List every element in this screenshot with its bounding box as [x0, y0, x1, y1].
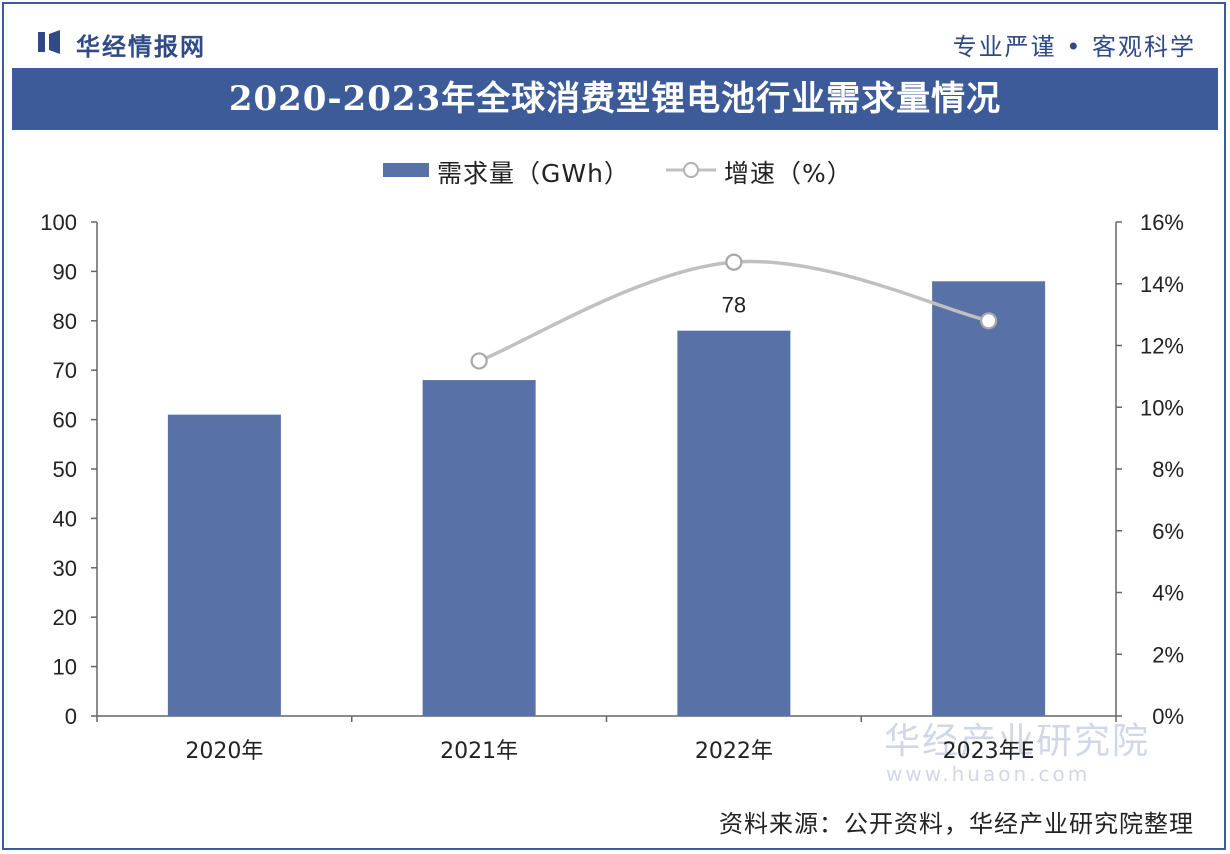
bar — [167, 414, 281, 716]
bar — [932, 281, 1046, 716]
bar — [677, 330, 791, 716]
growth-point — [725, 253, 743, 271]
legend-label-growth: 增速（%） — [724, 159, 853, 188]
watermark-url: www.huaon.com — [886, 762, 1091, 786]
left-tick-label: 100 — [40, 210, 77, 235]
bar — [422, 380, 536, 716]
slogan: 专业严谨 • 客观科学 — [952, 33, 1196, 61]
growth-point — [980, 312, 998, 330]
left-tick-label: 0 — [65, 704, 77, 729]
right-tick-label: 12% — [1140, 334, 1184, 359]
legend-bar-swatch — [383, 163, 429, 177]
left-tick-label: 90 — [53, 259, 77, 284]
watermark: 华经产业研究院 www.huaon.com — [860, 712, 1200, 792]
left-tick-label: 40 — [53, 506, 77, 531]
chart-title: 2020-2023年全球消费型锂电池行业需求量情况 — [12, 68, 1218, 130]
right-tick-label: 2% — [1152, 642, 1184, 667]
right-tick-label: 14% — [1140, 272, 1184, 297]
right-tick-label: 4% — [1152, 581, 1184, 606]
data-label: 78 — [722, 293, 746, 318]
x-tick-label: 2020年 — [185, 739, 263, 764]
left-tick-label: 20 — [53, 605, 77, 630]
left-tick-label: 10 — [53, 655, 77, 680]
right-tick-label: 6% — [1152, 519, 1184, 544]
right-tick-label: 8% — [1152, 457, 1184, 482]
legend-line-icon — [666, 162, 716, 178]
x-tick-label: 2023年E — [943, 739, 1035, 764]
left-tick-label: 80 — [53, 309, 77, 334]
x-tick-label: 2022年 — [695, 739, 773, 764]
brand-name: 华经情报网 — [76, 33, 206, 61]
left-tick-label: 70 — [53, 358, 77, 383]
brand-logo-icon — [38, 30, 60, 54]
x-tick-label: 2021年 — [440, 739, 518, 764]
right-tick-label: 0% — [1152, 704, 1184, 729]
legend: 需求量（GWh） 增速（%） — [0, 150, 1230, 190]
left-tick-label: 50 — [53, 457, 77, 482]
right-tick-label: 10% — [1140, 395, 1184, 420]
legend-label-demand: 需求量（GWh） — [437, 159, 630, 188]
watermark-text: 华经产业研究院 — [884, 721, 1151, 762]
left-tick-label: 30 — [53, 556, 77, 581]
source-note: 资料来源：公开资料，华经产业研究院整理 — [719, 810, 1194, 838]
growth-point — [470, 352, 488, 370]
right-tick-label: 16% — [1140, 210, 1184, 235]
left-tick-label: 60 — [53, 408, 77, 433]
top-bar: 华经情报网 专业严谨 • 客观科学 — [0, 0, 1230, 64]
